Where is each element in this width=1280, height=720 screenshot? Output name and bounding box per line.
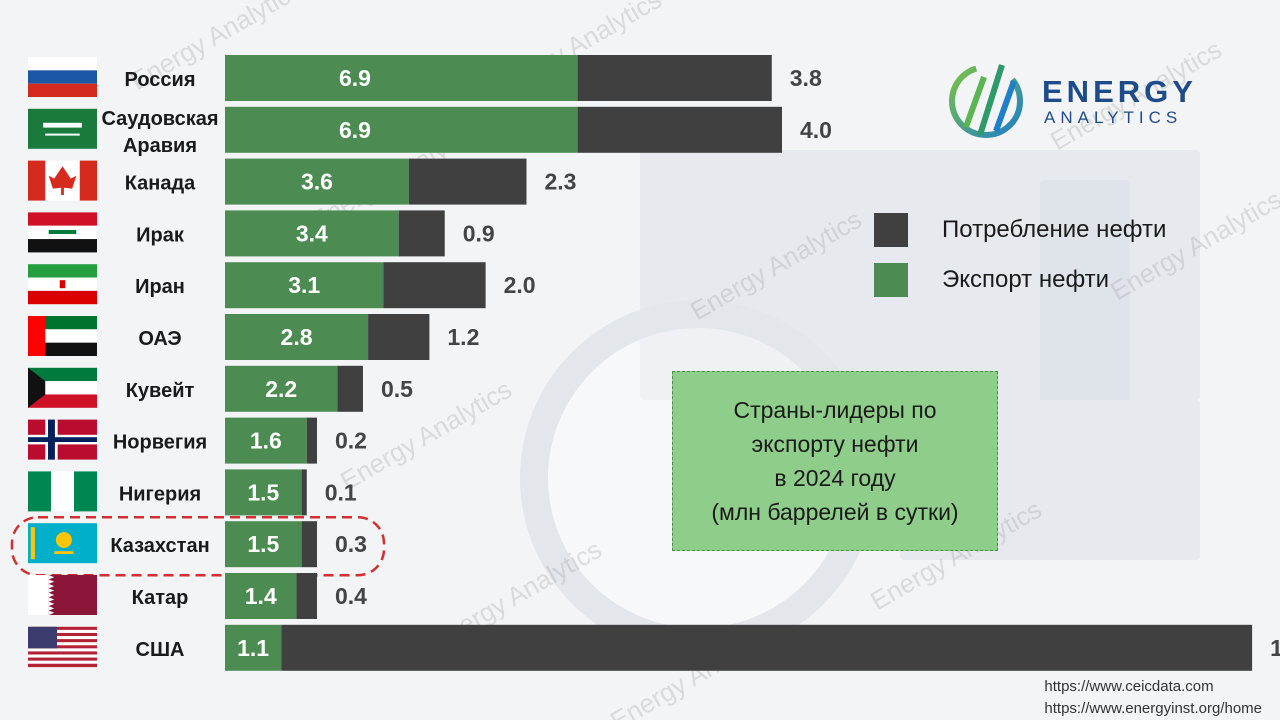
legend: Потребление нефти Экспорт нефти <box>874 212 1166 312</box>
export-bar <box>225 624 282 671</box>
consumption-bar <box>408 158 527 205</box>
legend-item-consumption: Потребление нефти <box>874 212 1166 248</box>
export-value-label: 6.9 <box>339 65 371 91</box>
consumption-bar <box>306 417 317 464</box>
consumption-bar <box>281 624 1253 671</box>
saudi-arabia-flag <box>28 108 97 149</box>
energy-analytics-logo: ENERGY ANALYTICS <box>946 57 1196 152</box>
consumption-bar <box>368 314 430 360</box>
consumption-value-label: 4.0 <box>800 117 832 143</box>
kuwait-flag <box>28 367 97 408</box>
consumption-bar <box>398 210 445 257</box>
consumption-bar <box>296 573 317 619</box>
consumption-value-label: 0.9 <box>463 220 495 246</box>
highlight-outline <box>10 515 386 577</box>
consumption-bar <box>577 106 782 153</box>
logo-line1: ENERGY <box>1042 74 1197 109</box>
consumption-value-label: 2.0 <box>504 272 536 298</box>
export-value-label: 2.2 <box>265 376 297 402</box>
source-link[interactable]: https://www.energyinst.org/home <box>1044 700 1262 717</box>
consumption-bar <box>383 262 486 309</box>
export-bar <box>225 210 399 257</box>
legend-swatch-export <box>874 263 908 297</box>
export-value-label: 3.4 <box>296 220 328 246</box>
export-value-label: 1.1 <box>237 635 269 661</box>
consumption-value-label: 0.2 <box>335 428 367 454</box>
country-label: Нигерия <box>119 483 201 505</box>
consumption-bar <box>301 469 307 516</box>
caption-line: (млн баррелей в сутки) <box>711 499 959 525</box>
export-bar <box>225 573 297 619</box>
logo-mark-icon <box>949 64 1023 138</box>
qatar-flag <box>28 575 97 615</box>
legend-item-export: Экспорт нефти <box>874 262 1166 298</box>
chart-caption-box: Страны-лидеры по экспорту нефти в 2024 г… <box>672 371 998 551</box>
nigeria-flag <box>28 471 97 512</box>
kazakhstan-flag <box>28 523 97 564</box>
consumption-bar <box>301 521 317 568</box>
sources: https://www.ceicdata.com https://www.ene… <box>1044 676 1262 720</box>
export-bar <box>225 55 578 101</box>
export-value-label: 6.9 <box>339 117 371 143</box>
export-value-label: 1.5 <box>247 479 279 505</box>
usa-flag <box>28 626 97 668</box>
legend-label-consumption: Потребление нефти <box>942 216 1167 243</box>
country-label: Ирак <box>136 224 185 246</box>
consumption-value-label: 1.2 <box>447 324 479 350</box>
norway-flag <box>28 419 97 460</box>
consumption-value-label: 0.5 <box>381 376 413 402</box>
export-bar <box>225 314 369 360</box>
consumption-value-label: 2.3 <box>544 169 576 195</box>
country-label: Казахстан <box>110 535 209 557</box>
iraq-flag <box>28 212 97 253</box>
export-bar <box>225 365 338 412</box>
country-label: Катар <box>132 587 189 609</box>
canada-flag <box>28 160 97 201</box>
source-link[interactable]: https://www.ceicdata.com <box>1044 678 1214 695</box>
country-label: ОАЭ <box>138 328 181 350</box>
country-label: Иран <box>135 276 185 298</box>
consumption-value-label: 3.8 <box>790 65 822 91</box>
country-label: Кувейт <box>126 380 195 402</box>
export-bar <box>225 469 302 516</box>
consumption-value-label: 0.4 <box>335 583 367 609</box>
export-value-label: 1.5 <box>247 531 279 557</box>
country-label: Саудовская <box>101 108 218 130</box>
russia-flag <box>28 57 97 97</box>
export-bar <box>225 106 578 153</box>
export-bar <box>225 158 409 205</box>
consumption-bar <box>577 55 772 101</box>
caption-line: в 2024 году <box>774 465 896 491</box>
caption-line: экспорту нефти <box>751 431 919 457</box>
export-value-label: 3.1 <box>288 272 320 298</box>
logo-line2: ANALYTICS <box>1044 108 1183 127</box>
legend-label-export: Экспорт нефти <box>942 266 1110 293</box>
consumption-value-label: 19 <box>1270 635 1280 661</box>
consumption-bar <box>337 365 363 412</box>
export-value-label: 1.4 <box>245 583 277 609</box>
legend-swatch-consumption <box>874 213 908 247</box>
country-label: Аравия <box>123 135 197 157</box>
country-label: Канада <box>125 173 196 195</box>
export-bar <box>225 417 307 464</box>
export-bar <box>225 262 384 309</box>
export-value-label: 2.8 <box>281 324 313 350</box>
consumption-value-label: 0.1 <box>325 479 357 505</box>
caption-line: Страны-лидеры по <box>733 397 937 423</box>
iran-flag <box>28 264 97 305</box>
country-label: Норвегия <box>113 432 207 454</box>
country-label: Россия <box>124 69 195 91</box>
uae-flag <box>28 316 97 356</box>
export-value-label: 3.6 <box>301 169 333 195</box>
consumption-value-label: 0.3 <box>335 531 367 557</box>
export-value-label: 1.6 <box>250 428 282 454</box>
export-bar <box>225 521 302 568</box>
country-label: США <box>136 639 185 661</box>
